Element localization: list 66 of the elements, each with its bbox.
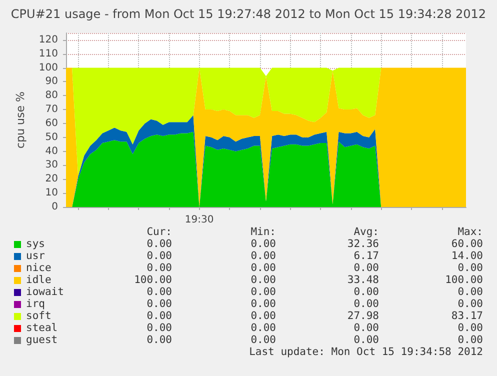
text: 60.00 [451,238,483,250]
text: 6.17 [354,250,379,262]
chart-title: CPU#21 usage - from Mon Oct 15 19:27:48 2012 to Mon Oct 15 19:34:28 2012 [10,7,486,21]
y-tick-label: 60 [45,118,58,129]
text: Cur: [146,226,172,238]
legend-label: nice [26,262,52,274]
text: 0.00 [250,322,276,334]
text: 0.00 [146,238,172,250]
text: 0.00 [250,286,276,298]
text: 0.00 [250,250,276,262]
legend-label: guest [26,334,58,346]
text: 0.00 [458,334,483,346]
text: 0.00 [458,298,483,310]
text: 0.00 [458,262,483,274]
text: 0.00 [146,334,172,346]
y-tick-label: 30 [45,160,58,171]
legend-label: steal [26,322,58,334]
y-tick-label: 100 [38,62,58,74]
legend-label: irq [26,298,45,310]
text: 0.00 [146,310,172,322]
y-tick-label: 80 [45,90,58,102]
text: 0.00 [250,238,276,250]
text: 0.00 [250,334,276,346]
legend-label: sys [26,238,45,250]
y-tick-label: 10 [45,188,58,199]
text: 0.00 [146,250,172,262]
text: 0.00 [354,298,379,310]
y-tick-label: 120 [38,34,58,46]
text: 14.00 [451,250,483,262]
y-axis-title: cpu use % [14,92,27,148]
legend-label: usr [26,250,45,262]
text: 0.00 [250,298,276,310]
y-tick-label: 0 [52,202,58,212]
text: 0.00 [354,334,379,346]
y-tick-label: 50 [45,132,58,143]
text: 27.98 [347,310,379,322]
text: 33.48 [347,274,379,286]
y-tick-label: 20 [45,174,58,185]
text: 0.00 [250,310,276,322]
text: Min: [250,226,276,238]
legend-label: soft [26,310,52,322]
text: 0.00 [354,286,379,298]
y-tick-label: 40 [45,146,58,157]
text: 0.00 [146,298,172,310]
text: 0.00 [250,274,276,286]
legend-label: idle [26,274,52,286]
text: Last update: Mon Oct 15 19:34:58 2012 [249,346,483,358]
legend-label: iowait [26,286,64,298]
text: 0.00 [354,322,379,334]
text: 0.00 [250,262,276,274]
y-tick-label: 90 [45,76,58,88]
text: 0.00 [146,262,172,274]
text: 0.00 [458,286,483,298]
text: Max: [458,226,483,238]
text: 100.00 [134,274,172,286]
y-tick-label: 110 [38,48,58,60]
text: Avg: [354,226,379,238]
text: 83.17 [451,310,483,322]
text: 32.36 [347,238,379,250]
text: 0.00 [458,322,483,334]
text: 0.00 [146,322,172,334]
y-tick-label: 70 [45,104,58,116]
text: 100.00 [445,274,483,286]
text: 0.00 [146,286,172,298]
text: 0.00 [354,262,379,274]
x-tick-label: 19:30 [184,214,214,226]
